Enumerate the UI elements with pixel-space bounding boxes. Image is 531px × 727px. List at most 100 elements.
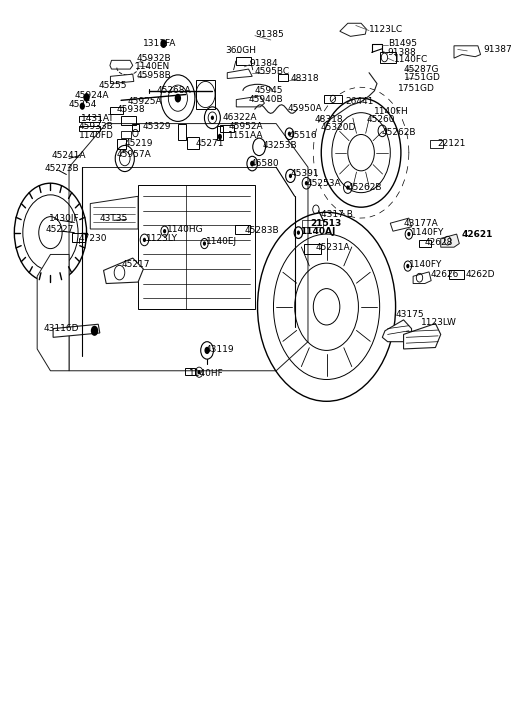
Text: 45283B: 45283B <box>244 226 279 235</box>
Bar <box>220 125 234 132</box>
Text: 45924A: 45924A <box>74 92 109 100</box>
Text: 91388: 91388 <box>388 48 416 57</box>
Bar <box>132 124 139 131</box>
Text: 45957A: 45957A <box>117 150 151 159</box>
Bar <box>196 80 215 109</box>
Bar <box>419 240 431 247</box>
Text: 1140FD: 1140FD <box>79 131 114 140</box>
Text: 43253B: 43253B <box>263 141 297 150</box>
Text: 45940B: 45940B <box>249 95 283 104</box>
Text: 45516: 45516 <box>288 131 317 140</box>
Text: 360GH: 360GH <box>226 47 256 55</box>
Text: 45938: 45938 <box>117 105 145 113</box>
Bar <box>79 126 100 131</box>
Text: 42621: 42621 <box>462 230 493 239</box>
Text: 4262D: 4262D <box>466 270 495 279</box>
Text: 1123LY: 1123LY <box>146 234 178 243</box>
Circle shape <box>305 181 308 185</box>
Polygon shape <box>37 254 69 371</box>
Text: 4595BC: 4595BC <box>255 67 290 76</box>
Text: 1140AJ: 1140AJ <box>300 227 336 236</box>
Circle shape <box>297 230 300 235</box>
Text: 42626: 42626 <box>430 270 458 279</box>
Text: 45945: 45945 <box>255 87 284 95</box>
Text: 1140FC: 1140FC <box>394 55 429 64</box>
Text: 45925A: 45925A <box>127 97 162 105</box>
Text: 48318: 48318 <box>291 74 320 83</box>
Text: 42628: 42628 <box>425 238 453 247</box>
Text: B1495: B1495 <box>388 39 417 48</box>
Text: 1431AT: 1431AT <box>81 114 115 123</box>
Circle shape <box>160 39 167 48</box>
Bar <box>121 131 131 138</box>
Circle shape <box>250 161 254 166</box>
Text: 91384: 91384 <box>250 59 278 68</box>
Text: 43175: 43175 <box>396 310 424 318</box>
Text: 43116D: 43116D <box>44 324 79 333</box>
Circle shape <box>407 232 410 236</box>
Bar <box>185 368 195 375</box>
Bar <box>449 270 464 279</box>
Polygon shape <box>390 218 412 231</box>
Circle shape <box>203 241 206 246</box>
Circle shape <box>198 370 201 374</box>
Text: 45391: 45391 <box>291 169 320 177</box>
Text: 1751GD: 1751GD <box>398 84 435 93</box>
Bar <box>110 107 123 114</box>
Bar <box>302 220 323 227</box>
Text: 45287G: 45287G <box>404 65 439 73</box>
Text: 21513: 21513 <box>311 219 342 228</box>
Bar <box>324 95 342 103</box>
Text: 26441: 26441 <box>345 97 373 105</box>
Text: 45254: 45254 <box>69 100 97 109</box>
Circle shape <box>163 229 166 233</box>
Circle shape <box>143 238 146 242</box>
Bar <box>235 225 250 234</box>
Bar <box>117 139 126 149</box>
Text: 1140FY: 1140FY <box>409 260 442 269</box>
Bar <box>236 57 251 65</box>
Polygon shape <box>110 60 133 69</box>
Text: 91387: 91387 <box>483 45 512 54</box>
Text: 45271: 45271 <box>195 140 224 148</box>
Bar <box>79 116 100 122</box>
Text: 45262B: 45262B <box>381 128 416 137</box>
Circle shape <box>175 94 181 103</box>
Text: 1430JF: 1430JF <box>49 214 80 222</box>
Text: 45262B: 45262B <box>348 183 382 192</box>
Polygon shape <box>227 69 252 79</box>
Text: 45273B: 45273B <box>44 164 79 173</box>
Bar <box>72 233 85 242</box>
Text: 48318: 48318 <box>315 115 344 124</box>
Text: 4317 B: 4317 B <box>321 210 353 219</box>
Text: 45241A: 45241A <box>52 151 87 160</box>
Bar <box>278 74 288 81</box>
Circle shape <box>211 116 214 120</box>
Text: 45320D: 45320D <box>321 123 356 132</box>
Polygon shape <box>69 124 308 371</box>
Bar <box>304 244 321 254</box>
Text: 22121: 22121 <box>437 140 465 148</box>
Text: 1140HF: 1140HF <box>189 369 223 378</box>
Bar <box>178 124 186 140</box>
Circle shape <box>83 93 90 102</box>
Polygon shape <box>110 74 134 84</box>
Text: 45950A: 45950A <box>288 104 322 113</box>
Text: 43T35: 43T35 <box>100 214 128 222</box>
Text: 45255: 45255 <box>98 81 127 90</box>
Text: 1151AA: 1151AA <box>228 131 264 140</box>
Circle shape <box>91 326 98 336</box>
Bar <box>121 116 136 125</box>
Text: 45268A: 45268A <box>157 87 191 95</box>
Polygon shape <box>382 320 412 342</box>
Polygon shape <box>104 258 143 284</box>
Text: 1140EJ: 1140EJ <box>206 237 237 246</box>
Text: 47230: 47230 <box>79 234 107 243</box>
Circle shape <box>406 264 409 268</box>
Text: 1123LC: 1123LC <box>369 25 403 33</box>
Polygon shape <box>90 196 138 229</box>
Circle shape <box>289 174 292 178</box>
Circle shape <box>204 347 210 354</box>
Text: 45260: 45260 <box>366 116 395 124</box>
Text: 45958B: 45958B <box>137 71 172 80</box>
